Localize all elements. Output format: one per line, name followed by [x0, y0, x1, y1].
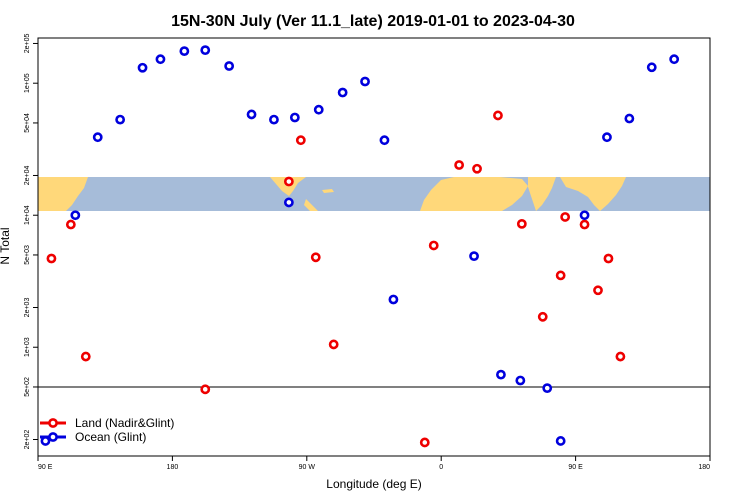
land-point — [593, 285, 603, 296]
ocean-point — [555, 436, 566, 446]
ocean-point — [155, 54, 166, 65]
ocean-point — [360, 76, 370, 87]
map-land-central-america — [304, 199, 318, 211]
x-axis-label: Longitude (deg E) — [326, 477, 421, 491]
ocean-point — [313, 104, 324, 115]
legend-label-ocean: Ocean (Glint) — [75, 430, 146, 444]
land-point — [516, 218, 527, 229]
map-land-se-asia — [560, 177, 626, 211]
y-axis: 2e+02 5e+02 1e+03 2e+03 5e+03 1e+04 2e+04 5e+04… — [24, 34, 38, 450]
plot-frame — [37, 37, 711, 457]
y-tick-label: 2e+04 — [24, 166, 31, 186]
ocean-point — [542, 383, 553, 394]
ocean-point — [179, 46, 190, 57]
y-tick-label: 2e+02 — [24, 430, 31, 450]
land-point — [537, 311, 548, 322]
ocean-point — [515, 375, 526, 386]
land-point — [419, 437, 430, 448]
legend: Land (Nadir&Glint) Ocean (Glint) — [40, 416, 174, 444]
x-axis: 90 E 180 90 W 0 90 E 180 — [37, 456, 711, 471]
ocean-point — [646, 62, 657, 73]
y-axis-label: N Total — [0, 227, 12, 264]
ocean-point — [246, 109, 257, 120]
ocean-point — [224, 61, 235, 71]
ocean-point — [70, 210, 81, 221]
land-point — [603, 253, 614, 264]
x-tick-label: 90 E — [568, 464, 583, 471]
ocean-point — [469, 251, 479, 262]
ocean-point — [388, 294, 399, 305]
ocean-point — [92, 132, 103, 143]
series-land — [46, 110, 626, 448]
legend-marker-ocean — [48, 432, 58, 442]
x-tick-label: 90 E — [38, 464, 53, 471]
x-tick-label: 180 — [698, 464, 710, 471]
land-point — [200, 384, 211, 395]
land-point — [65, 219, 76, 230]
y-tick-label: 2e+03 — [24, 298, 31, 318]
x-tick-label: 0 — [439, 464, 443, 471]
map-land-africa-arabia — [420, 177, 528, 211]
land-point — [295, 135, 306, 146]
map-land-cuba — [322, 189, 334, 193]
map-band — [38, 177, 710, 211]
map-land-mexico — [270, 177, 306, 196]
y-tick-label: 1e+03 — [24, 337, 31, 357]
ocean-point — [200, 45, 211, 56]
land-point — [80, 351, 91, 362]
land-point — [46, 253, 57, 264]
y-tick-label: 1e+04 — [24, 205, 31, 225]
legend-marker-land — [48, 418, 58, 428]
data-points — [40, 45, 680, 448]
series-ocean — [40, 45, 680, 446]
ocean-point — [137, 62, 148, 73]
land-point — [555, 270, 566, 281]
y-tick-label: 5e+02 — [24, 377, 31, 397]
ocean-point — [289, 112, 300, 123]
land-point — [428, 240, 439, 251]
land-point — [283, 176, 294, 187]
ocean-point — [624, 113, 635, 124]
ocean-point — [579, 210, 590, 221]
ocean-point — [283, 197, 294, 208]
ocean-point — [115, 114, 126, 125]
ocean-point — [269, 114, 279, 125]
ocean-point — [669, 54, 680, 65]
land-point — [560, 212, 571, 222]
y-tick-label: 1e+05 — [24, 73, 31, 93]
x-tick-label: 90 W — [299, 464, 316, 471]
y-tick-label: 5e+04 — [24, 113, 31, 133]
land-point — [579, 219, 590, 230]
ocean-point — [379, 135, 390, 146]
land-point — [472, 163, 482, 174]
map-land-india — [528, 177, 556, 211]
land-point — [454, 160, 465, 170]
map-land-asia-west — [38, 177, 88, 211]
legend-label-land: Land (Nadir&Glint) — [75, 416, 174, 430]
ocean-point — [602, 132, 612, 143]
land-point — [328, 339, 339, 350]
y-tick-label: 5e+03 — [24, 245, 31, 265]
ocean-point — [496, 369, 506, 380]
land-point — [615, 351, 626, 362]
y-tick-label: 2e+05 — [24, 34, 31, 54]
chart-title: 15N-30N July (Ver 11.1_late) 2019-01-01 … — [171, 13, 575, 30]
ocean-point — [337, 87, 348, 98]
land-point — [310, 252, 321, 263]
x-tick-label: 180 — [167, 464, 179, 471]
land-point — [493, 110, 503, 121]
